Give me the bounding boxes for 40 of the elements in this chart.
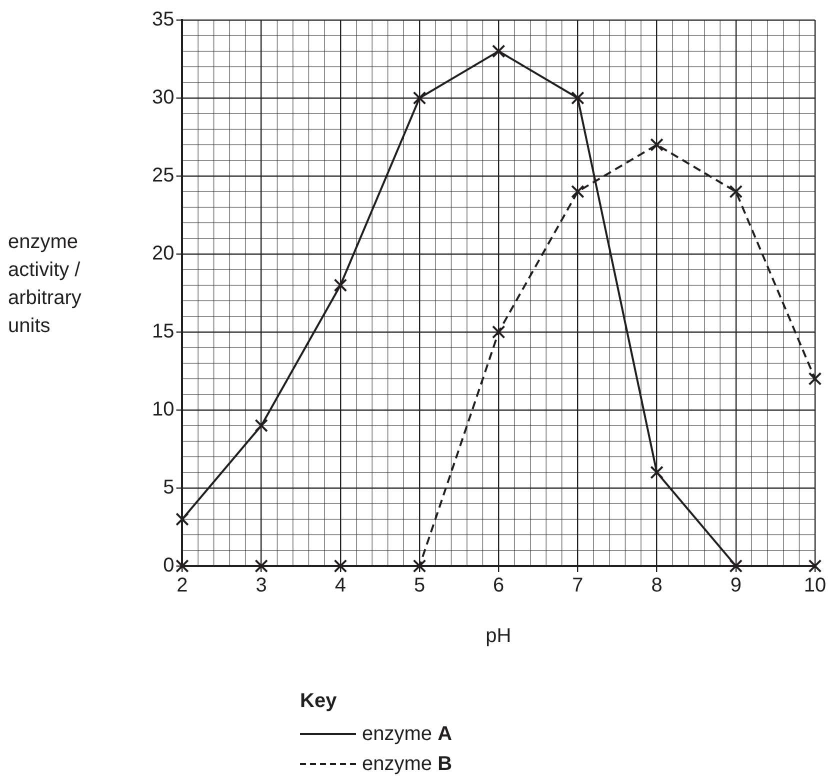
- y-tick-label: 10: [152, 398, 174, 421]
- point: [650, 138, 664, 152]
- point: [729, 184, 743, 198]
- point: [729, 559, 743, 573]
- legend-label: enzyme B: [362, 752, 452, 776]
- y-tick-label: 30: [152, 86, 174, 109]
- x-tick-label: 9: [730, 574, 742, 597]
- point: [808, 559, 822, 573]
- point: [334, 278, 348, 292]
- point: [492, 325, 506, 339]
- point: [571, 184, 584, 198]
- point: [334, 559, 348, 573]
- y-tick-label: 20: [152, 242, 174, 265]
- legend-title: Key: [300, 690, 338, 713]
- x-tick-label: 7: [572, 574, 584, 597]
- x-tick-label: 8: [651, 574, 662, 597]
- y-tick-label: 25: [152, 164, 174, 187]
- x-axis-title: pH: [486, 625, 512, 648]
- x-tick-label: 2: [176, 574, 188, 597]
- point: [176, 559, 189, 573]
- x-tick-label: 5: [414, 574, 426, 597]
- point: [571, 91, 584, 105]
- point: [254, 559, 268, 573]
- point: [492, 44, 506, 58]
- y-tick-label: 0: [163, 554, 174, 577]
- x-tick-label: 6: [493, 574, 504, 597]
- point: [176, 512, 189, 526]
- legend-label: enzyme A: [362, 722, 452, 746]
- point: [412, 91, 426, 105]
- y-tick-label: 35: [152, 8, 174, 31]
- y-tick-label: 15: [152, 320, 174, 343]
- y-tick-label: 5: [163, 476, 174, 499]
- point: [412, 559, 426, 573]
- y-axis-title: enzyme activity / arbitrary units: [8, 230, 82, 339]
- point: [650, 466, 664, 480]
- point: [808, 372, 822, 386]
- x-tick-label: 3: [256, 574, 267, 597]
- x-tick-label: 4: [334, 574, 346, 597]
- x-tick-label: 10: [804, 574, 826, 597]
- point: [254, 418, 268, 432]
